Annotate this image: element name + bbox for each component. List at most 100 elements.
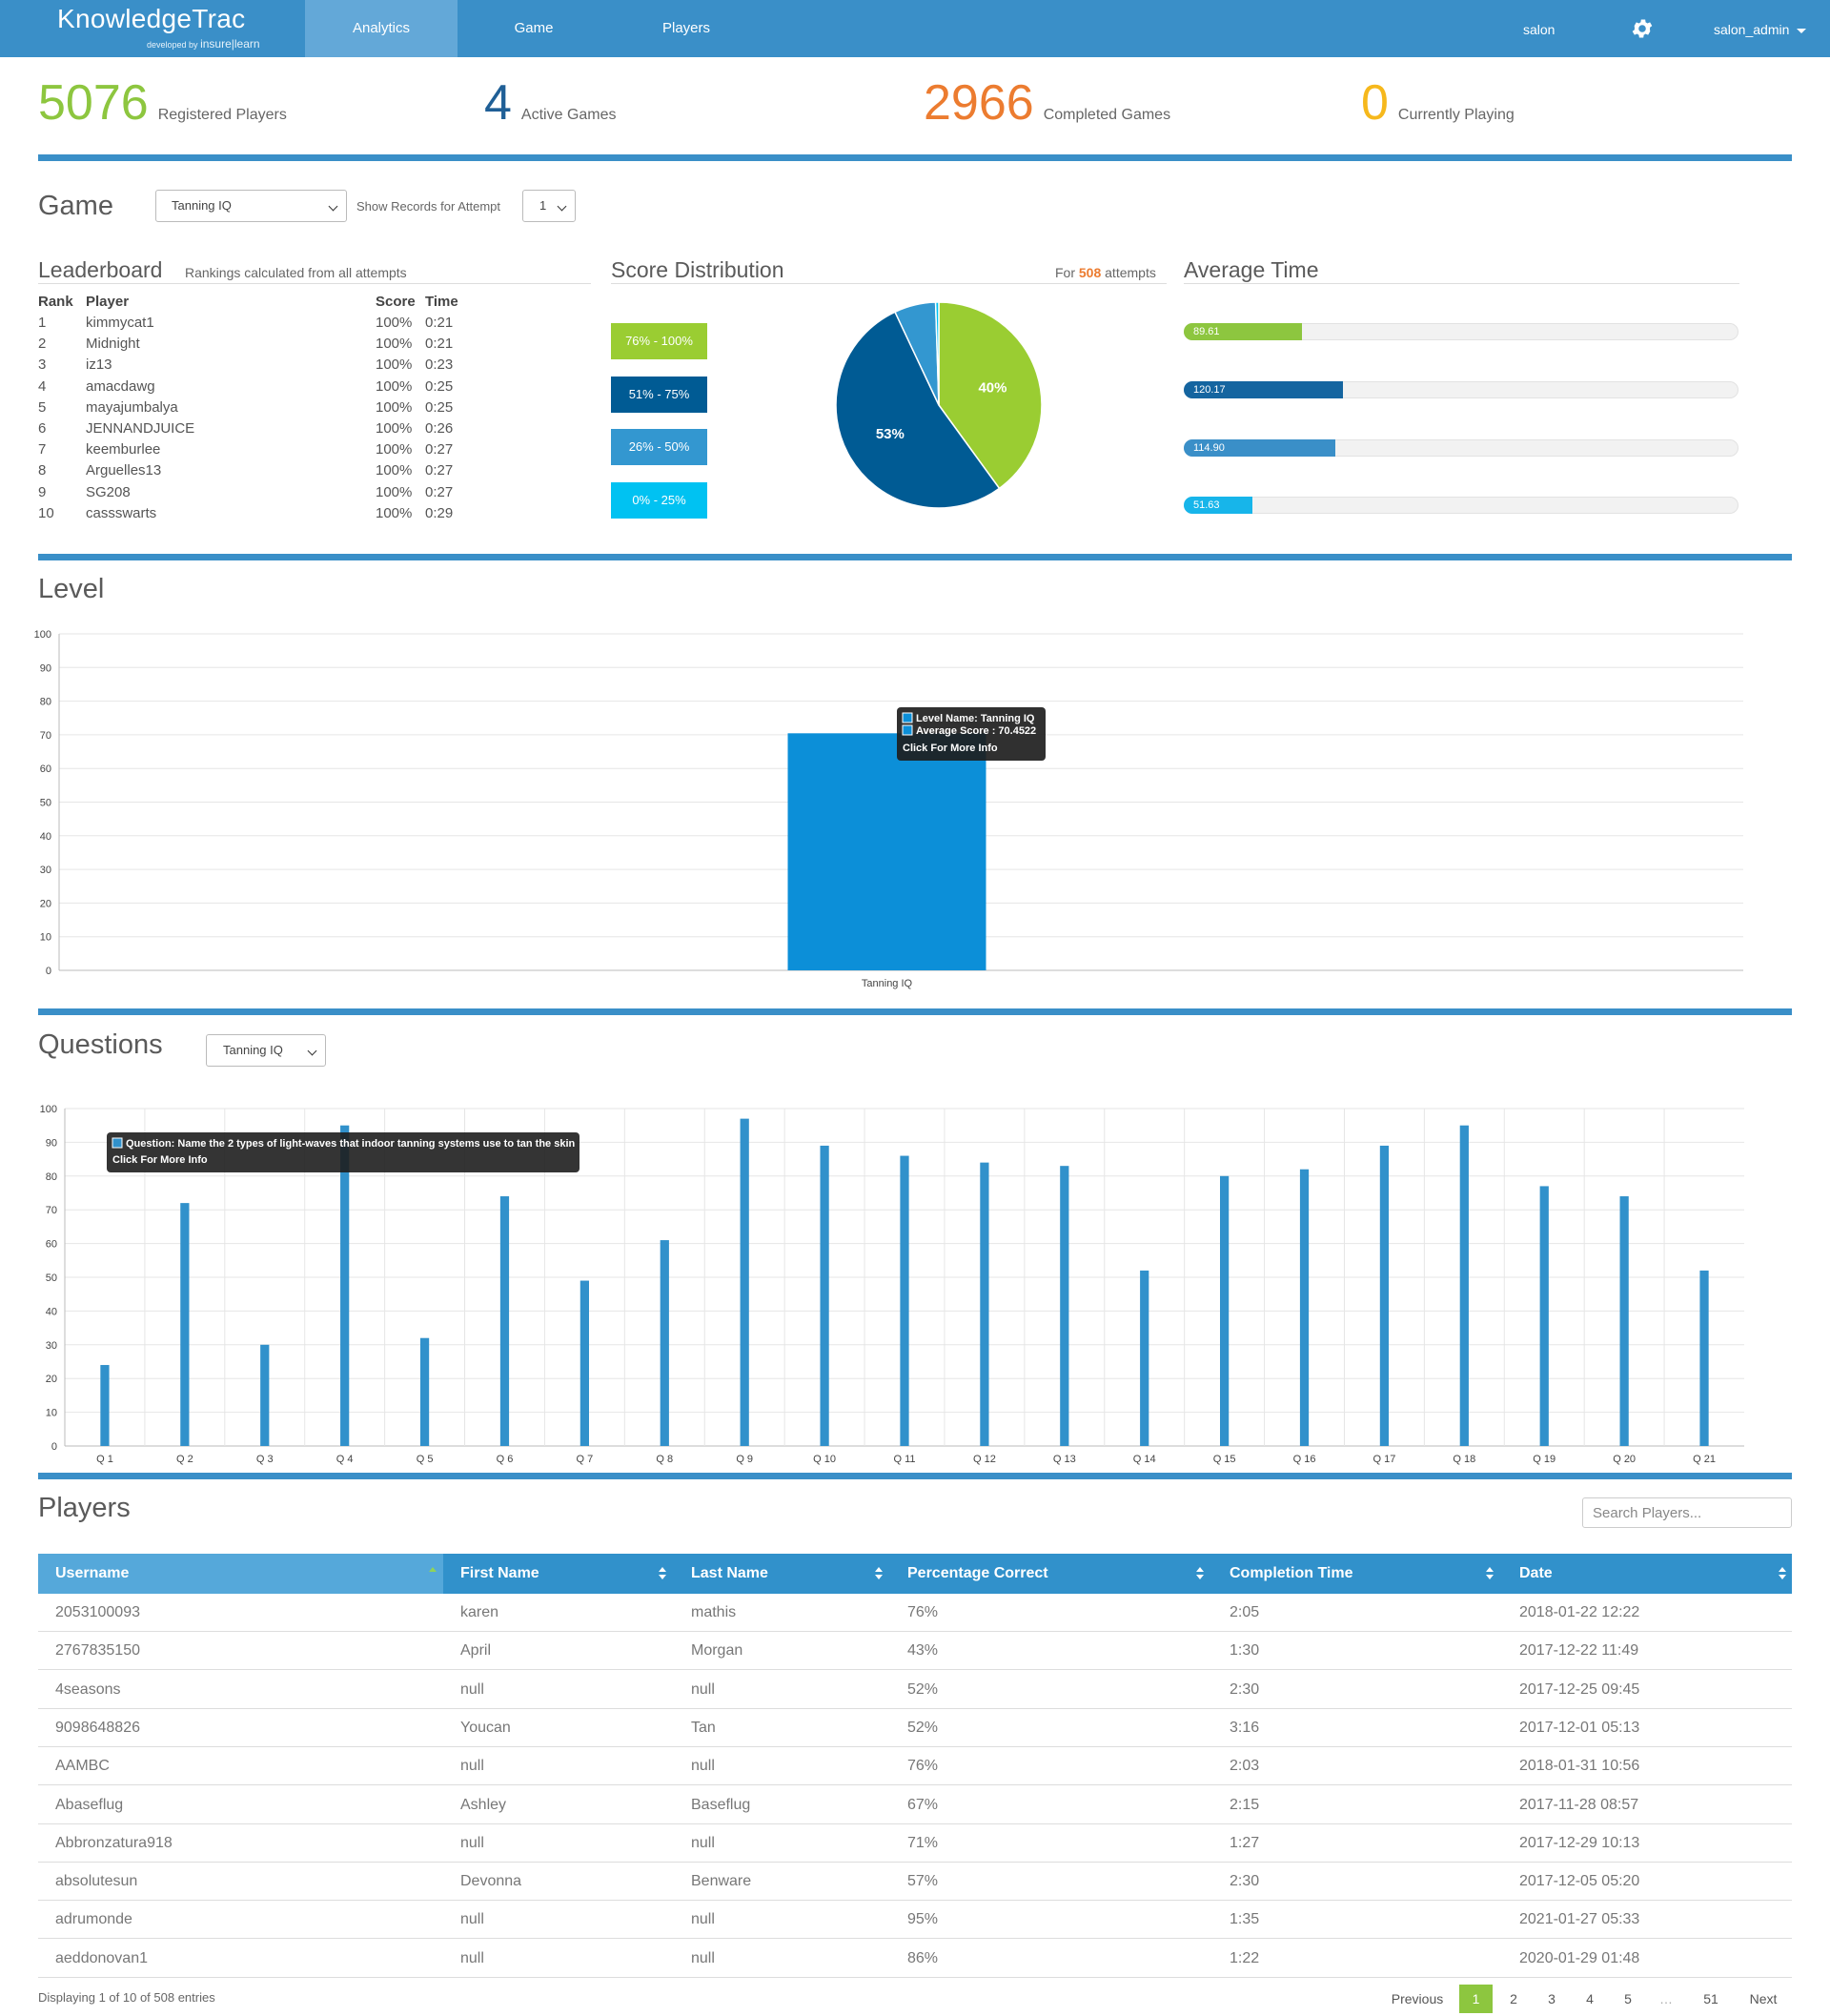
- table-row[interactable]: adrumonde null null 95% 1:35 2021-01-27 05:33: [38, 1901, 1792, 1940]
- table-row[interactable]: Abaseflug Ashley Baseflug 67% 2:15 2017-11-28…: [38, 1786, 1792, 1824]
- bar[interactable]: [787, 733, 986, 970]
- pie-slice[interactable]: [938, 301, 1043, 490]
- pagination-page-2[interactable]: 2: [1510, 1991, 1517, 2006]
- cell-date: 2017-12-05 05:20: [1519, 1873, 1640, 1890]
- pie-slice[interactable]: [934, 301, 940, 406]
- table-row[interactable]: 2767835150 April Morgan 43% 1:30 2017-12-22 1…: [38, 1632, 1792, 1671]
- col-username[interactable]: Username: [38, 1554, 443, 1594]
- pagination-previous[interactable]: Previous: [1391, 1991, 1444, 2006]
- col-percentage-correct[interactable]: Percentage Correct: [890, 1554, 1212, 1594]
- cell-first-name: April: [460, 1642, 492, 1660]
- table-row[interactable]: 9098648826 Youcan Tan 52% 3:16 2017-12-01 05:…: [38, 1709, 1792, 1747]
- cell-date: 2017-11-28 08:57: [1519, 1796, 1639, 1813]
- bar[interactable]: [1220, 1175, 1230, 1446]
- cell-last-name: mathis: [691, 1604, 737, 1620]
- bar[interactable]: [1299, 1169, 1310, 1446]
- tab-game[interactable]: Game: [514, 20, 554, 36]
- x-tick-label: Q 15: [1213, 1454, 1236, 1465]
- table-row[interactable]: absolutesun Devonna Benware 57% 2:30 2017-12-…: [38, 1863, 1792, 1902]
- bar[interactable]: [499, 1196, 510, 1446]
- pie-slice[interactable]: [835, 311, 1001, 509]
- bar[interactable]: [900, 1155, 909, 1446]
- pagination-page-3[interactable]: 3: [1548, 1991, 1556, 2006]
- legend-0-25[interactable]: 0% - 25%: [611, 482, 707, 519]
- table-header: Username First Name Last Name Percentage…: [38, 1554, 1792, 1594]
- col-completion-time[interactable]: Completion Time: [1212, 1554, 1502, 1594]
- leaderboard-rank: 6: [38, 420, 47, 437]
- bar[interactable]: [1379, 1145, 1390, 1446]
- bar[interactable]: [100, 1365, 110, 1446]
- pagination-next[interactable]: Next: [1749, 1991, 1778, 2006]
- search-players-input[interactable]: [1582, 1497, 1792, 1528]
- tab-players[interactable]: Players: [661, 20, 711, 36]
- y-tick-label: 60: [46, 1239, 57, 1251]
- cell-last-name: null: [691, 1758, 715, 1775]
- leaderboard-time: 0:25: [425, 377, 454, 395]
- cell-completion-time: 1:22: [1230, 1949, 1260, 1966]
- x-tick-label: Q 11: [893, 1454, 915, 1465]
- table-row[interactable]: 2053100093 karen mathis 76% 2:05 2018-01-22 1…: [38, 1594, 1792, 1632]
- bar[interactable]: [820, 1145, 829, 1446]
- game-select[interactable]: Tanning IQ: [155, 190, 347, 222]
- chevron-down-icon: [557, 201, 567, 212]
- y-tick-label: 30: [40, 865, 51, 876]
- attempt-label: Show Records for Attempt: [356, 199, 501, 214]
- cell-last-name: Baseflug: [691, 1796, 751, 1813]
- leaderboard-player: cassswarts: [86, 504, 157, 521]
- bar[interactable]: [1699, 1270, 1709, 1446]
- bar[interactable]: [1619, 1196, 1629, 1446]
- bar[interactable]: [1459, 1125, 1469, 1446]
- y-tick-label: 20: [46, 1374, 57, 1385]
- bar[interactable]: [1539, 1186, 1549, 1446]
- col-first-name[interactable]: First Name: [443, 1554, 674, 1594]
- logo[interactable]: KnowledgeTrac developed by insure|learn: [57, 4, 260, 51]
- leaderboard-score: 100%: [376, 483, 413, 500]
- cell-percentage-correct: 76%: [907, 1604, 939, 1620]
- x-tick-label: Q 12: [973, 1454, 996, 1465]
- legend-26-50[interactable]: 26% - 50%: [611, 429, 707, 465]
- cell-completion-time: 1:30: [1230, 1642, 1260, 1660]
- table-row[interactable]: aeddonovan1 null null 86% 1:22 2020-01-29 01:…: [38, 1940, 1792, 1978]
- bar[interactable]: [1060, 1166, 1069, 1446]
- leaderboard-player: Arguelles13: [86, 462, 162, 479]
- pagination-page-5[interactable]: 5: [1624, 1991, 1632, 2006]
- legend-76-100[interactable]: 76% - 100%: [611, 323, 707, 359]
- bar[interactable]: [980, 1162, 989, 1446]
- legend-51-75[interactable]: 51% - 75%: [611, 377, 707, 413]
- col-date[interactable]: Date: [1502, 1554, 1792, 1594]
- bar[interactable]: [740, 1118, 749, 1446]
- bar[interactable]: [260, 1344, 270, 1446]
- col-last-name[interactable]: Last Name: [674, 1554, 890, 1594]
- tab-analytics[interactable]: Analytics: [305, 0, 458, 57]
- table-row[interactable]: AAMBC null null 76% 2:03 2018-01-31 10:56: [38, 1747, 1792, 1786]
- cell-username: absolutesun: [55, 1873, 138, 1890]
- game-select-value: Tanning IQ: [172, 198, 232, 213]
- game-heading: Game: [38, 191, 113, 221]
- gear-icon[interactable]: [1630, 16, 1655, 41]
- y-tick-label: 90: [40, 662, 51, 674]
- cell-percentage-correct: 52%: [907, 1719, 939, 1736]
- attempt-select[interactable]: 1: [522, 190, 576, 222]
- questions-game-select[interactable]: Tanning IQ: [206, 1034, 326, 1067]
- leaderboard-player: JENNANDJUICE: [86, 420, 195, 437]
- pagination-page-1[interactable]: 1: [1459, 1985, 1493, 2013]
- average-time-rule: [1184, 283, 1739, 284]
- account-name[interactable]: salon: [1523, 22, 1556, 37]
- table-row[interactable]: Abbronzatura918 null null 71% 1:27 2017-12-29…: [38, 1824, 1792, 1863]
- bar[interactable]: [340, 1125, 350, 1446]
- cell-date: 2017-12-29 10:13: [1519, 1834, 1640, 1851]
- bar[interactable]: [180, 1203, 190, 1446]
- pagination-page-last[interactable]: 51: [1703, 1991, 1718, 2006]
- leaderboard-rank: 3: [38, 356, 47, 374]
- bar[interactable]: [1140, 1270, 1149, 1446]
- bar[interactable]: [580, 1280, 589, 1446]
- cell-percentage-correct: 86%: [907, 1949, 939, 1966]
- table-row[interactable]: 4seasons null null 52% 2:30 2017-12-25 09:45: [38, 1671, 1792, 1709]
- leaderboard-rank: 10: [38, 504, 54, 521]
- bar[interactable]: [660, 1240, 669, 1446]
- user-menu[interactable]: salon_admin: [1714, 0, 1807, 57]
- leaderboard-player: keemburlee: [86, 441, 161, 458]
- score-distribution-heading: Score Distribution: [611, 257, 784, 282]
- bar[interactable]: [419, 1337, 430, 1446]
- pagination-page-4[interactable]: 4: [1586, 1991, 1594, 2006]
